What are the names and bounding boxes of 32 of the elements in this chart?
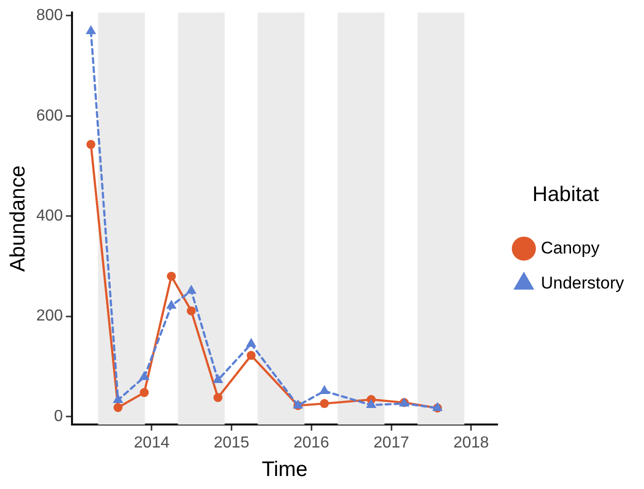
point: [166, 272, 176, 281]
x-tick-label: 2015: [214, 434, 250, 452]
y-tick-label: 800: [36, 7, 63, 24]
point: [86, 140, 96, 149]
point: [112, 394, 124, 404]
point: [166, 300, 177, 309]
y-tick-label: 400: [36, 208, 63, 224]
y-tick-label: 200: [36, 308, 63, 325]
point: [186, 284, 196, 294]
legend-title: Habitat: [532, 183, 600, 206]
point: [213, 393, 222, 402]
x-tick-label: 2014: [134, 434, 170, 452]
legend-label: Canopy: [540, 238, 600, 258]
x-tick-label: 2017: [374, 434, 410, 452]
point: [366, 399, 376, 408]
point: [140, 388, 149, 398]
point: [86, 25, 96, 34]
point: [246, 350, 256, 360]
point: [186, 306, 196, 316]
point: [212, 374, 224, 383]
point: [320, 399, 329, 408]
point: [114, 403, 123, 412]
y-axis-title: Abundance: [6, 165, 30, 272]
legend-label: Understory: [540, 273, 624, 292]
x-tick-label: 2018: [453, 434, 490, 452]
y-tick-label: 600: [36, 107, 63, 124]
point: [139, 370, 150, 380]
y-tick-label: 0: [54, 408, 63, 425]
x-tick-label: 2016: [294, 434, 330, 452]
x-axis-title: Time: [262, 458, 308, 482]
point: [246, 338, 256, 347]
point: [319, 385, 330, 394]
